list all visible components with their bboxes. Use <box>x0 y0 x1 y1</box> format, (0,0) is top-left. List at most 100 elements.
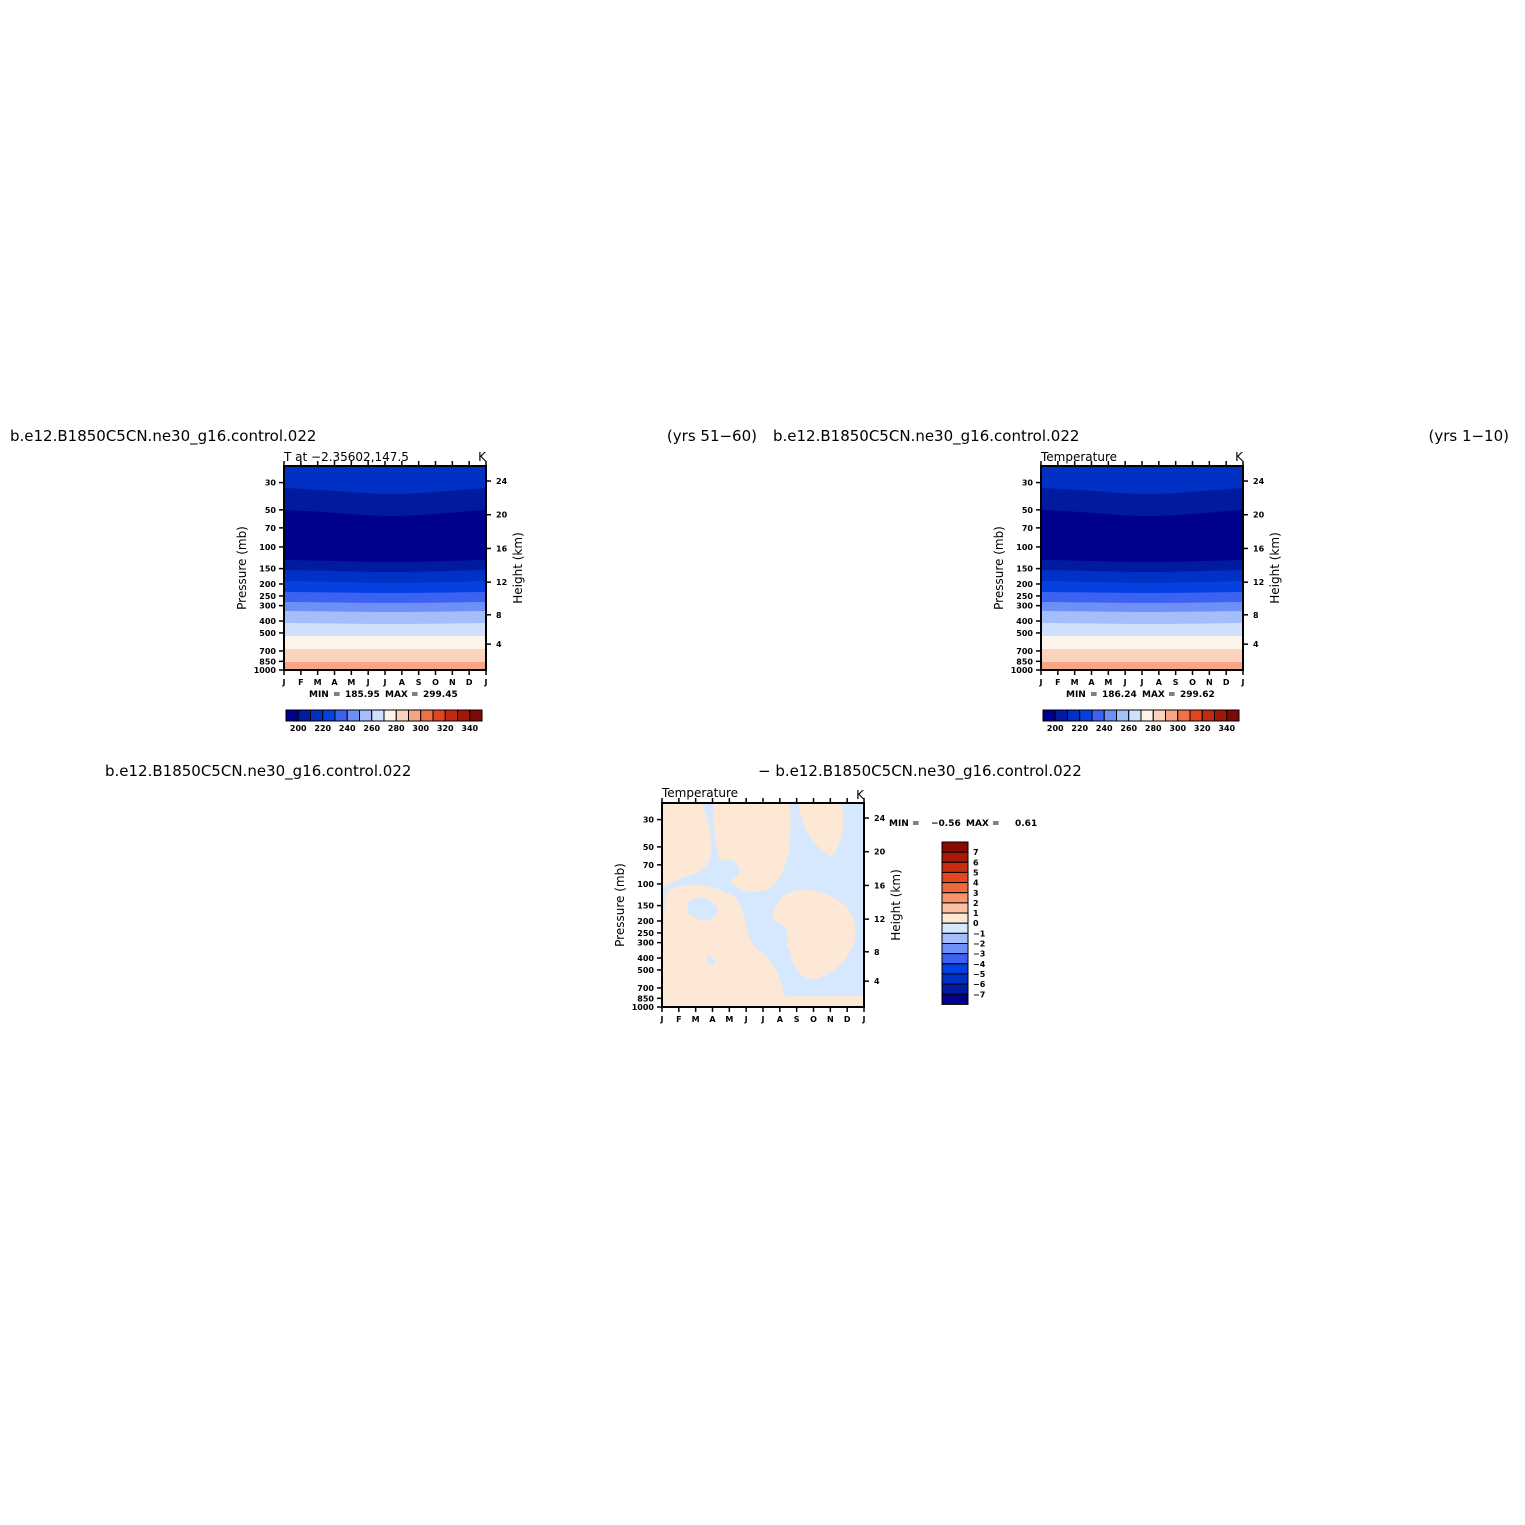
panel-3-xtick-label: N <box>827 1015 834 1024</box>
diff-region-negative-c <box>762 920 789 948</box>
panel-2-colorbar-box <box>1091 709 1105 722</box>
panel-2-colorbar-label: 320 <box>1194 724 1211 733</box>
panel-2-colorbar-box <box>1054 709 1068 722</box>
panel-1-ytick-label: 300 <box>259 602 276 611</box>
panel-3-colorbar-label: 1 <box>973 909 979 918</box>
panel-2-ytick-right-label: 8 <box>1253 611 1259 620</box>
panel-1-colorbar-label: 320 <box>437 724 454 733</box>
panel-1-ytick-right-label: 12 <box>496 578 507 587</box>
panel-3-ytick-label: 500 <box>637 966 654 975</box>
panel-2-max-label: MAX <box>1142 690 1165 700</box>
panel-3-min-label: MIN = <box>889 819 920 829</box>
diff-region-negative-e <box>706 956 715 965</box>
panel-1-colorbar-box <box>457 709 471 722</box>
panel-1-colorbar-label: 300 <box>412 724 429 733</box>
panel-2-xtick-label: J <box>1241 678 1245 687</box>
panel-3-xtick-label: S <box>794 1015 800 1024</box>
panel-2-title-right: (yrs 1−10) <box>1428 427 1509 445</box>
panel-3: b.e12.B1850C5CN.ne30_g16.control.022 − b… <box>105 762 1082 1024</box>
panel-3-ytick-label: 100 <box>637 880 654 889</box>
panel-3-colorbar-box <box>941 973 969 985</box>
panel-3-xtick-label: D <box>844 1015 851 1024</box>
panel-1-xtick-label: J <box>383 678 387 687</box>
panel-2-xtick-label: A <box>1156 678 1163 687</box>
panel-3-ytick-label: 50 <box>643 843 655 852</box>
panel-2-units: K <box>1235 450 1244 464</box>
panel-1-xtick-label: S <box>416 678 422 687</box>
panel-3-colorbar-label: −6 <box>973 980 986 989</box>
panel-2-min-eq: = <box>1090 690 1098 700</box>
panel-3-ytick-right-label: 8 <box>874 948 880 957</box>
panel-1-ytick-label: 500 <box>259 629 276 638</box>
panel-3-ytick-label: 700 <box>637 984 654 993</box>
panel-1-colorbar-label: 200 <box>290 724 307 733</box>
panel-1-ylabel: Pressure (mb) <box>235 526 249 610</box>
panel-3-xtick-label: O <box>810 1015 817 1024</box>
panel-2-colorbar-box <box>1067 709 1081 722</box>
panel-1-ytick-label: 30 <box>265 479 277 488</box>
panel-3-xtick-label: J <box>862 1015 866 1024</box>
panel-2-colorbar-box <box>1140 709 1154 722</box>
panel-3-axes: J F M A M J J A S O N D J305070100150200250300400500… <box>632 798 886 1024</box>
panel-2-temperature-field <box>1041 466 1243 670</box>
panel-2-xtick-label: M <box>1071 678 1079 687</box>
panel-1-colorbar-label: 240 <box>339 724 356 733</box>
panel-1-units: K <box>478 450 487 464</box>
panel-1-colorbar-box <box>371 709 385 722</box>
panel-3-colorbar-box <box>941 932 969 944</box>
panel-2-ytick-label: 30 <box>1022 479 1034 488</box>
panel-3-xtick-label: A <box>709 1015 716 1024</box>
panel-2-title-left: b.e12.B1850C5CN.ne30_g16.control.022 <box>773 427 1079 446</box>
panel-2-ytick-right-label: 16 <box>1253 544 1265 553</box>
panel-1-colorbar-box <box>395 709 409 722</box>
panel-1-ytick-right-label: 16 <box>496 544 508 553</box>
panel-3-subtitle: Temperature <box>661 786 738 800</box>
panel-1-xtick-label: D <box>466 678 473 687</box>
panel-3-colorbar-label: 4 <box>973 879 979 888</box>
panel-3-ytick-label: 200 <box>637 917 654 926</box>
panel-2-min-label: MIN <box>1066 690 1086 700</box>
panel-3-colorbar-label: 7 <box>973 848 979 857</box>
panel-2-ytick-label: 200 <box>1016 580 1033 589</box>
panel-2-ytick-right-label: 20 <box>1253 511 1265 520</box>
panel-3-title-right: − b.e12.B1850C5CN.ne30_g16.control.022 <box>758 762 1082 781</box>
panel-3-ytick-label: 400 <box>637 954 654 963</box>
panel-1-ytick-label: 250 <box>259 592 276 601</box>
panel-3-colorbar-box <box>941 993 969 1005</box>
panel-1-colorbar-box <box>359 709 373 722</box>
panel-1-colorbar-box <box>408 709 422 722</box>
panel-2-colorbar-box <box>1189 709 1203 722</box>
panel-2-xtick-label: J <box>1039 678 1043 687</box>
panel-3-colorbar-label: −5 <box>973 970 986 979</box>
panel-2-colorbar-label: 220 <box>1071 724 1088 733</box>
panel-2-colorbar-box <box>1116 709 1130 722</box>
panel-3-xtick-label: F <box>676 1015 681 1024</box>
panel-1-colorbar-box <box>322 709 336 722</box>
panel-1-ytick-label: 200 <box>259 580 276 589</box>
panel-3-colorbar-box <box>941 902 969 914</box>
panel-1-colorbar-box <box>444 709 458 722</box>
panel-2-colorbar-label: 280 <box>1145 724 1162 733</box>
panel-2-xtick-label: D <box>1223 678 1230 687</box>
panel-3-colorbar-label: 0 <box>973 919 979 928</box>
panel-2-ylabel-right: Height (km) <box>1268 532 1282 603</box>
panel-2-ytick-right-label: 12 <box>1253 578 1264 587</box>
diff-region-positive-a <box>662 803 712 888</box>
panel-1-colorbar-label: 260 <box>363 724 380 733</box>
panel-1-colorbar-label: 280 <box>388 724 405 733</box>
panel-1-colorbar-box <box>334 709 348 722</box>
panel-3-colorbar-box <box>941 963 969 975</box>
panel-1-title-right: (yrs 51−60) <box>667 427 757 445</box>
panel-1-ytick-label: 70 <box>265 524 277 533</box>
panel-1-colorbar-box <box>420 709 434 722</box>
panel-3-ytick-right-label: 20 <box>874 848 886 857</box>
panel-1-ytick-label: 150 <box>259 565 276 574</box>
panel-1-xtick-label: J <box>282 678 286 687</box>
panel-2-colorbar-label: 340 <box>1218 724 1235 733</box>
panel-1-minmax: MIN = 185.95 MAX = 299.45 <box>309 690 458 700</box>
panel-1-colorbar-label: 340 <box>461 724 478 733</box>
panel-2-colorbar-box <box>1079 709 1093 722</box>
panel-2-ytick-label: 50 <box>1022 506 1034 515</box>
panel-1-max-label: MAX <box>385 690 408 700</box>
panel-1-ytick-right-label: 20 <box>496 511 508 520</box>
